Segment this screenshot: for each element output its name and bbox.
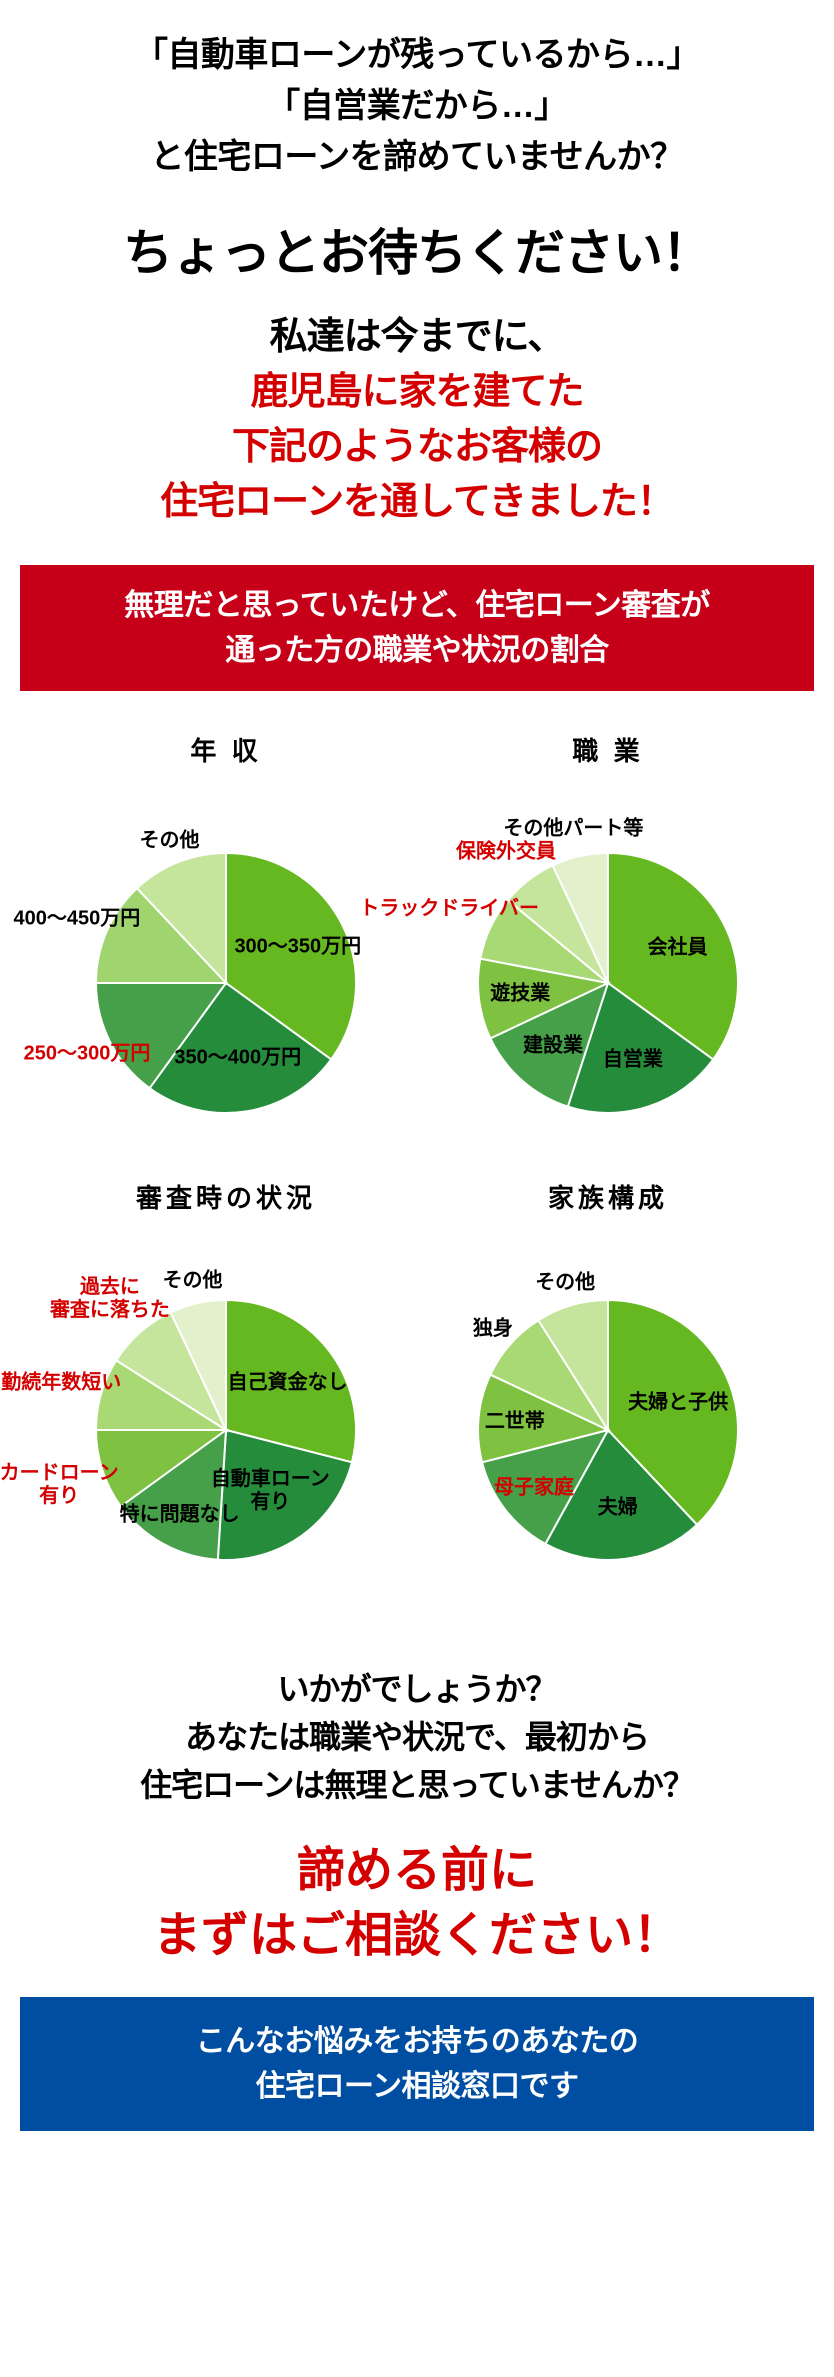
chart-title: 家族構成 bbox=[432, 1178, 784, 1215]
mid-text: 私達は今までに、 鹿児島に家を建てた 下記のようなお客様の 住宅ローンを通してき… bbox=[20, 310, 814, 530]
chart-wrap: 会社員自営業建設業遊技業トラックドライバー保険外交員その他パート等 bbox=[433, 788, 783, 1138]
chart-block: 年 収300〜350万円350〜400万円250〜300万円400〜450万円そ… bbox=[50, 731, 402, 1138]
slice-label: 二世帯 bbox=[485, 1410, 545, 1433]
chart-wrap: 夫婦と子供夫婦 母子家庭 二世帯 独身その他 bbox=[433, 1235, 783, 1585]
slice-label: その他 bbox=[140, 829, 200, 852]
mid-line-3: 下記のようなお客様の bbox=[232, 426, 602, 468]
slice-label: 特に問題なし bbox=[120, 1503, 240, 1526]
intro-line-3: と住宅ローンを諦めていませんか？ bbox=[150, 138, 683, 176]
slice-label: その他 bbox=[535, 1272, 595, 1295]
slice-label: 過去に審査に落ちた bbox=[50, 1276, 170, 1322]
chart-block: 職 業会社員自営業建設業遊技業トラックドライバー保険外交員その他パート等 bbox=[432, 731, 784, 1138]
slice-label: 400〜450万円 bbox=[13, 907, 140, 930]
slice-label: 母子家庭 bbox=[494, 1476, 574, 1499]
slice-label: トラックドライバー bbox=[359, 897, 539, 920]
intro-line-2: 「自営業だから…」 bbox=[266, 87, 568, 125]
bottom-cta-line-2: まずはご相談ください！ bbox=[153, 1909, 681, 1962]
chart-block: 家族構成夫婦と子供夫婦 母子家庭 二世帯 独身その他 bbox=[432, 1178, 784, 1585]
slice-label: 250〜300万円 bbox=[24, 1043, 151, 1066]
banner-red-line-2: 通った方の職業や状況の割合 bbox=[225, 634, 609, 667]
banner-blue: こんなお悩みをお持ちのあなたの 住宅ローン相談窓口です bbox=[20, 1997, 814, 2131]
chart-title: 職 業 bbox=[432, 731, 784, 768]
mid-line-4: 住宅ローンを通してきました！ bbox=[160, 481, 674, 523]
banner-red: 無理だと思っていたけど、住宅ローン審査が 通った方の職業や状況の割合 bbox=[20, 565, 814, 691]
slice-label: その他パート等 bbox=[503, 817, 643, 840]
bottom-q-line-3: 住宅ローンは無理と思っていませんか？ bbox=[140, 1767, 694, 1803]
slice-label: 保険外交員 bbox=[456, 840, 556, 863]
bottom-question: いかがでしょうか？ あなたは職業や状況で、最初から 住宅ローンは無理と思っていま… bbox=[20, 1665, 814, 1809]
slice-label: 350〜400万円 bbox=[174, 1046, 301, 1069]
chart-title: 審査時の状況 bbox=[50, 1178, 402, 1215]
slice-label: 自営業 bbox=[603, 1049, 663, 1072]
slice-label: 夫婦 bbox=[598, 1496, 638, 1519]
bottom-cta-line-1: 諦める前に bbox=[297, 1844, 537, 1897]
intro-line-1: 「自動車ローンが残っているから…」 bbox=[134, 36, 700, 74]
mid-line-1: 私達は今までに、 bbox=[270, 316, 565, 358]
slice-label: カードローン有り bbox=[0, 1462, 119, 1508]
slice-label: 建設業 bbox=[523, 1034, 583, 1057]
charts-grid: 年 収300〜350万円350〜400万円250〜300万円400〜450万円そ… bbox=[20, 721, 814, 1615]
slice-label: 独身 bbox=[473, 1317, 513, 1340]
slice-label: 自己資金なし bbox=[228, 1371, 348, 1394]
banner-blue-line-2: 住宅ローン相談窓口です bbox=[256, 2070, 579, 2103]
slice-label: 勤続年数短い bbox=[1, 1371, 121, 1394]
banner-blue-line-1: こんなお悩みをお持ちのあなたの bbox=[196, 2025, 639, 2058]
chart-block: 審査時の状況自己資金なし自動車ローン有り特に問題なしカードローン有り勤続年数短い… bbox=[50, 1178, 402, 1585]
slice-label: 夫婦と子供 bbox=[628, 1391, 728, 1414]
banner-red-line-1: 無理だと思っていたけど、住宅ローン審査が bbox=[124, 589, 710, 622]
slice-label: 300〜350万円 bbox=[234, 935, 361, 958]
chart-title: 年 収 bbox=[50, 731, 402, 768]
intro-text: 「自動車ローンが残っているから…」 「自営業だから…」 と住宅ローンを諦めていま… bbox=[20, 30, 814, 183]
pie-chart bbox=[51, 788, 401, 1138]
mid-line-2: 鹿児島に家を建てた bbox=[250, 371, 583, 413]
chart-wrap: 300〜350万円350〜400万円250〜300万円400〜450万円その他 bbox=[51, 788, 401, 1138]
wait-heading: ちょっとお待ちください！ bbox=[20, 213, 814, 285]
bottom-q-line-1: いかがでしょうか？ bbox=[277, 1671, 556, 1707]
page-container: 「自動車ローンが残っているから…」 「自営業だから…」 と住宅ローンを諦めていま… bbox=[0, 0, 834, 2131]
slice-label: その他 bbox=[163, 1269, 223, 1292]
chart-wrap: 自己資金なし自動車ローン有り特に問題なしカードローン有り勤続年数短い過去に審査に… bbox=[51, 1235, 401, 1585]
slice-label: 会社員 bbox=[647, 936, 707, 959]
slice-label: 遊技業 bbox=[490, 983, 550, 1006]
bottom-q-line-2: あなたは職業や状況で、最初から bbox=[185, 1719, 649, 1755]
bottom-cta: 諦める前に まずはご相談ください！ bbox=[20, 1839, 814, 1969]
